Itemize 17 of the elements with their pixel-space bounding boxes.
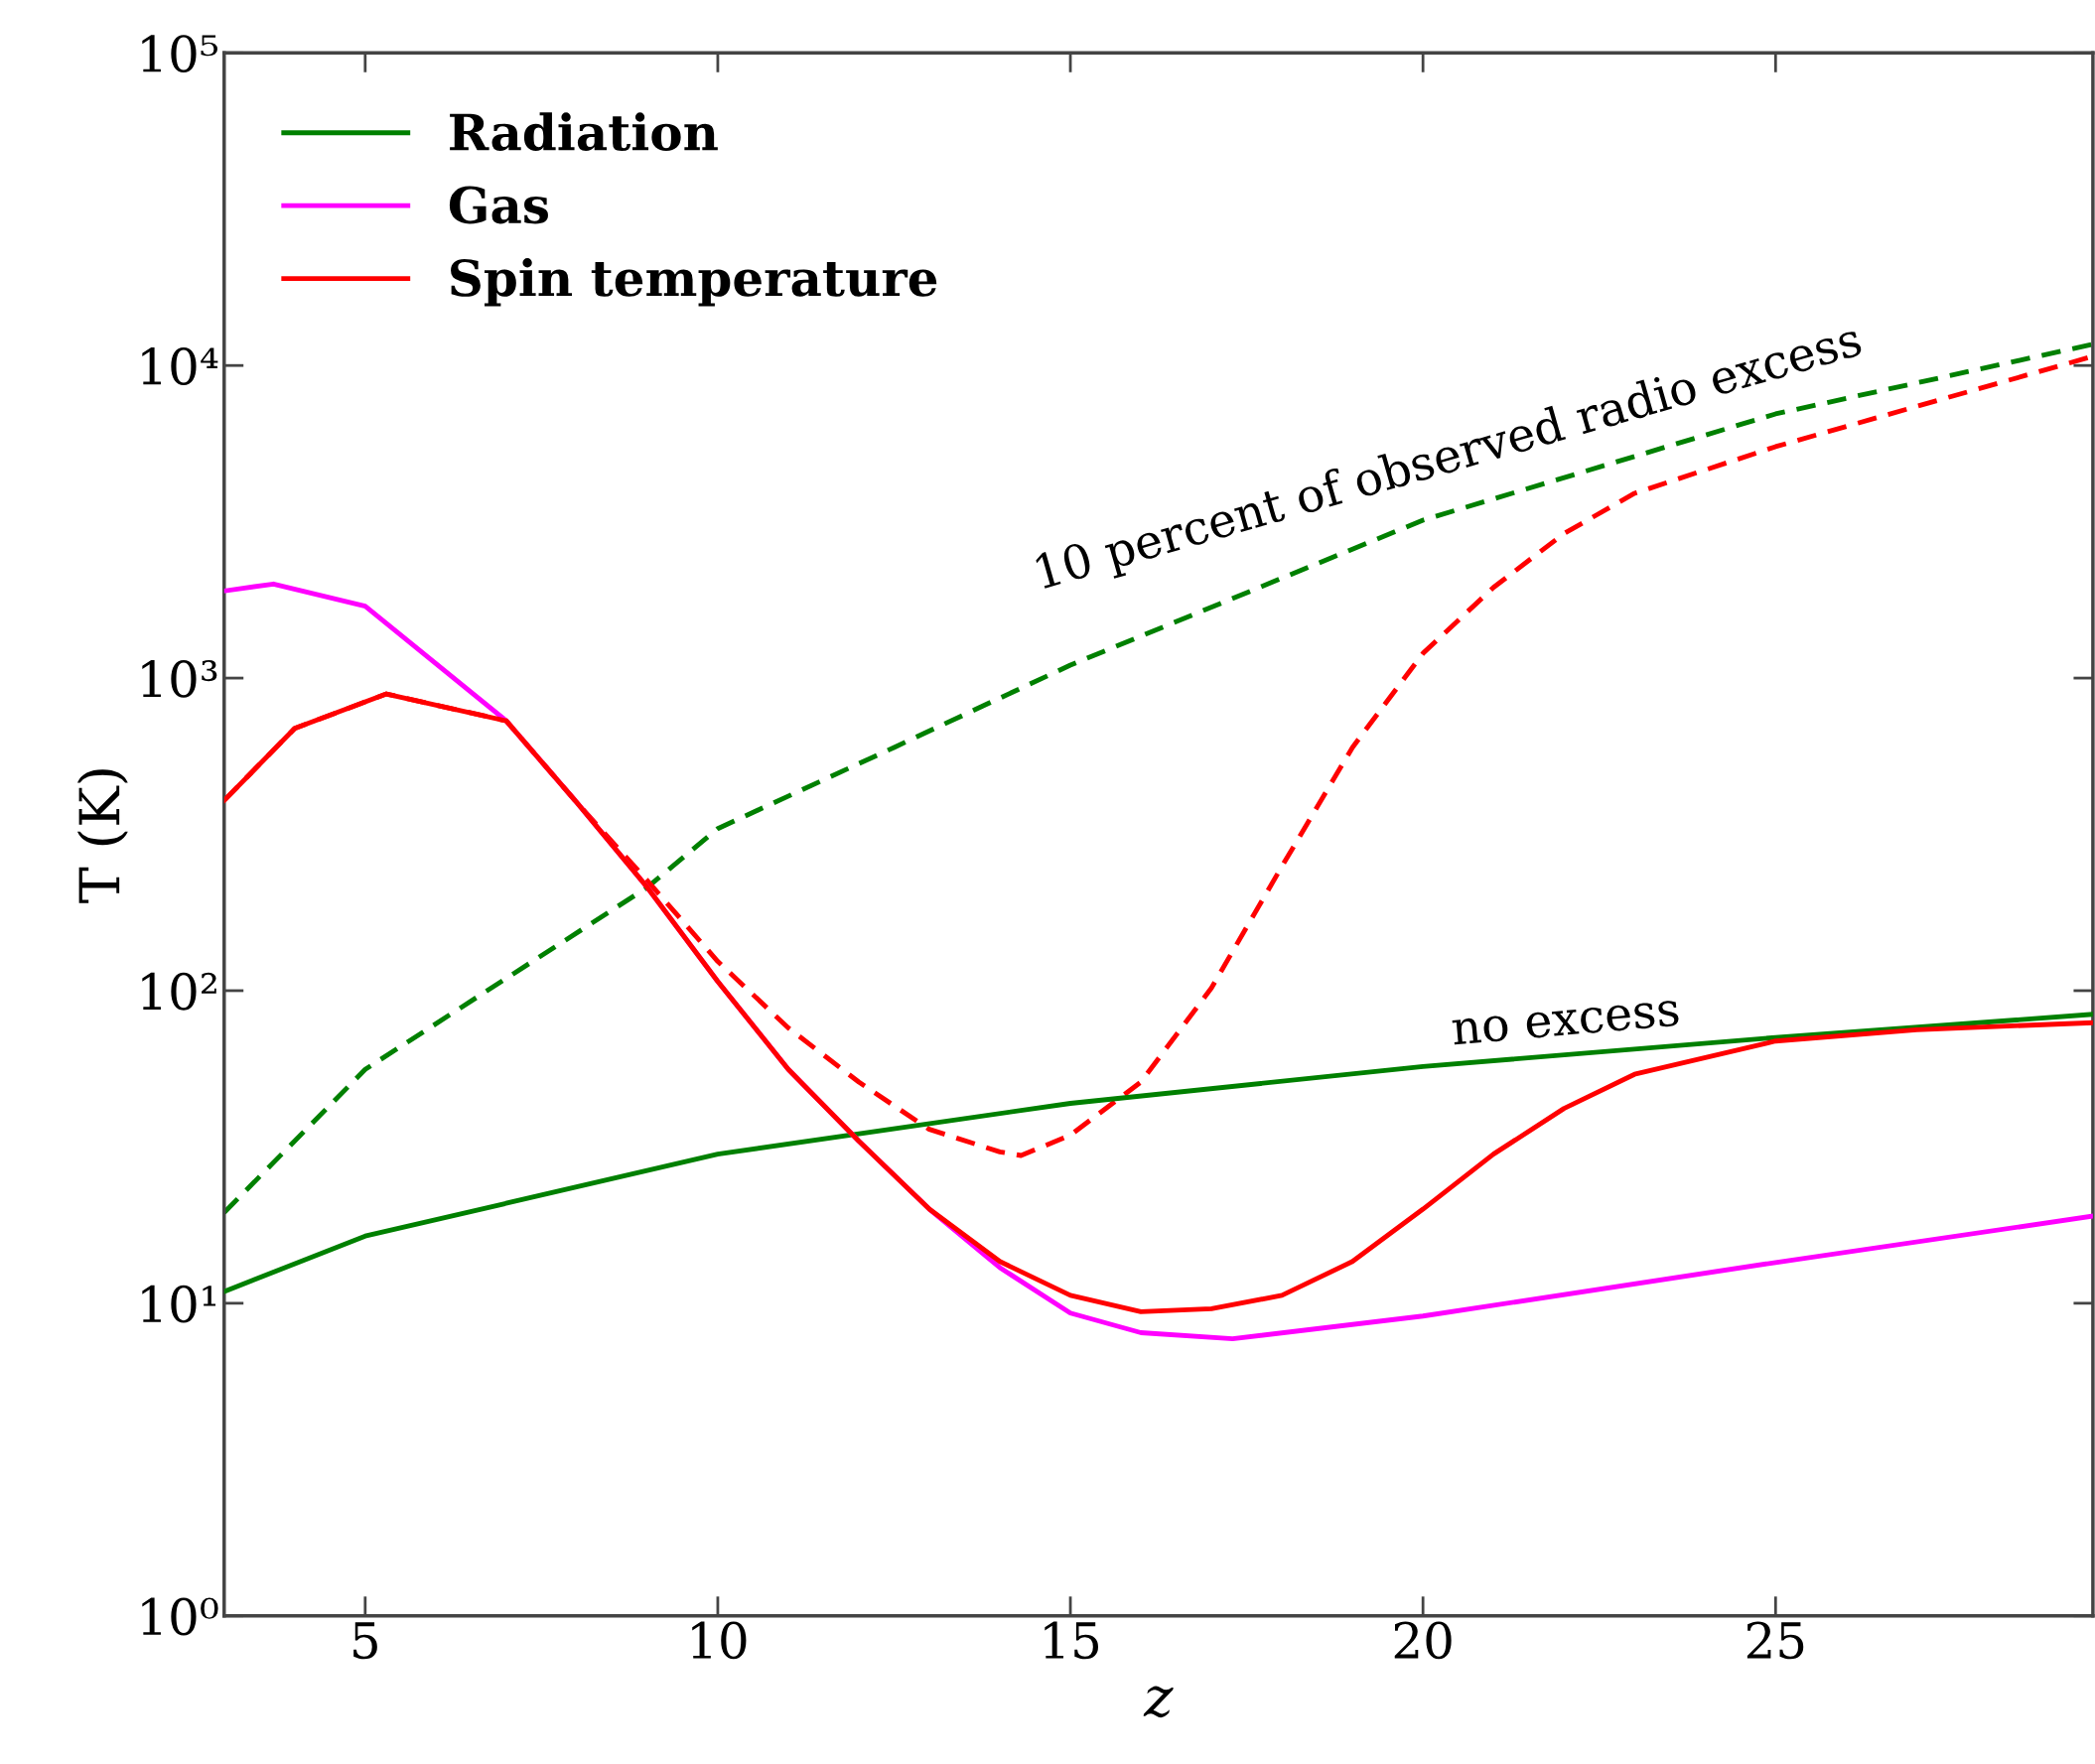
y-tick-label: 10⁴ xyxy=(142,347,218,385)
x-tick-label: 10 xyxy=(692,1621,747,1660)
y-tick-label: 10⁵ xyxy=(142,35,217,73)
legend-label: Gas xyxy=(449,186,548,224)
y-axis-title: T (K) xyxy=(76,769,128,903)
legend-label: Radiation xyxy=(450,112,718,152)
y-tick-label: 10³ xyxy=(142,659,217,698)
y-tick-label: 10² xyxy=(142,972,216,1011)
x-tick-label: 25 xyxy=(1746,1621,1804,1660)
x-axis-title: z xyxy=(1143,1686,1174,1718)
y-tick-label: 10⁰ xyxy=(142,1597,218,1636)
x-tick-label: 20 xyxy=(1394,1621,1452,1660)
x-tick-label: 5 xyxy=(353,1622,377,1660)
annotation: no excess xyxy=(1452,1000,1680,1046)
legend-label: Spin temperature xyxy=(451,258,937,307)
x-tick-label: 15 xyxy=(1045,1621,1098,1660)
y-tick-label: 10¹ xyxy=(142,1285,216,1323)
